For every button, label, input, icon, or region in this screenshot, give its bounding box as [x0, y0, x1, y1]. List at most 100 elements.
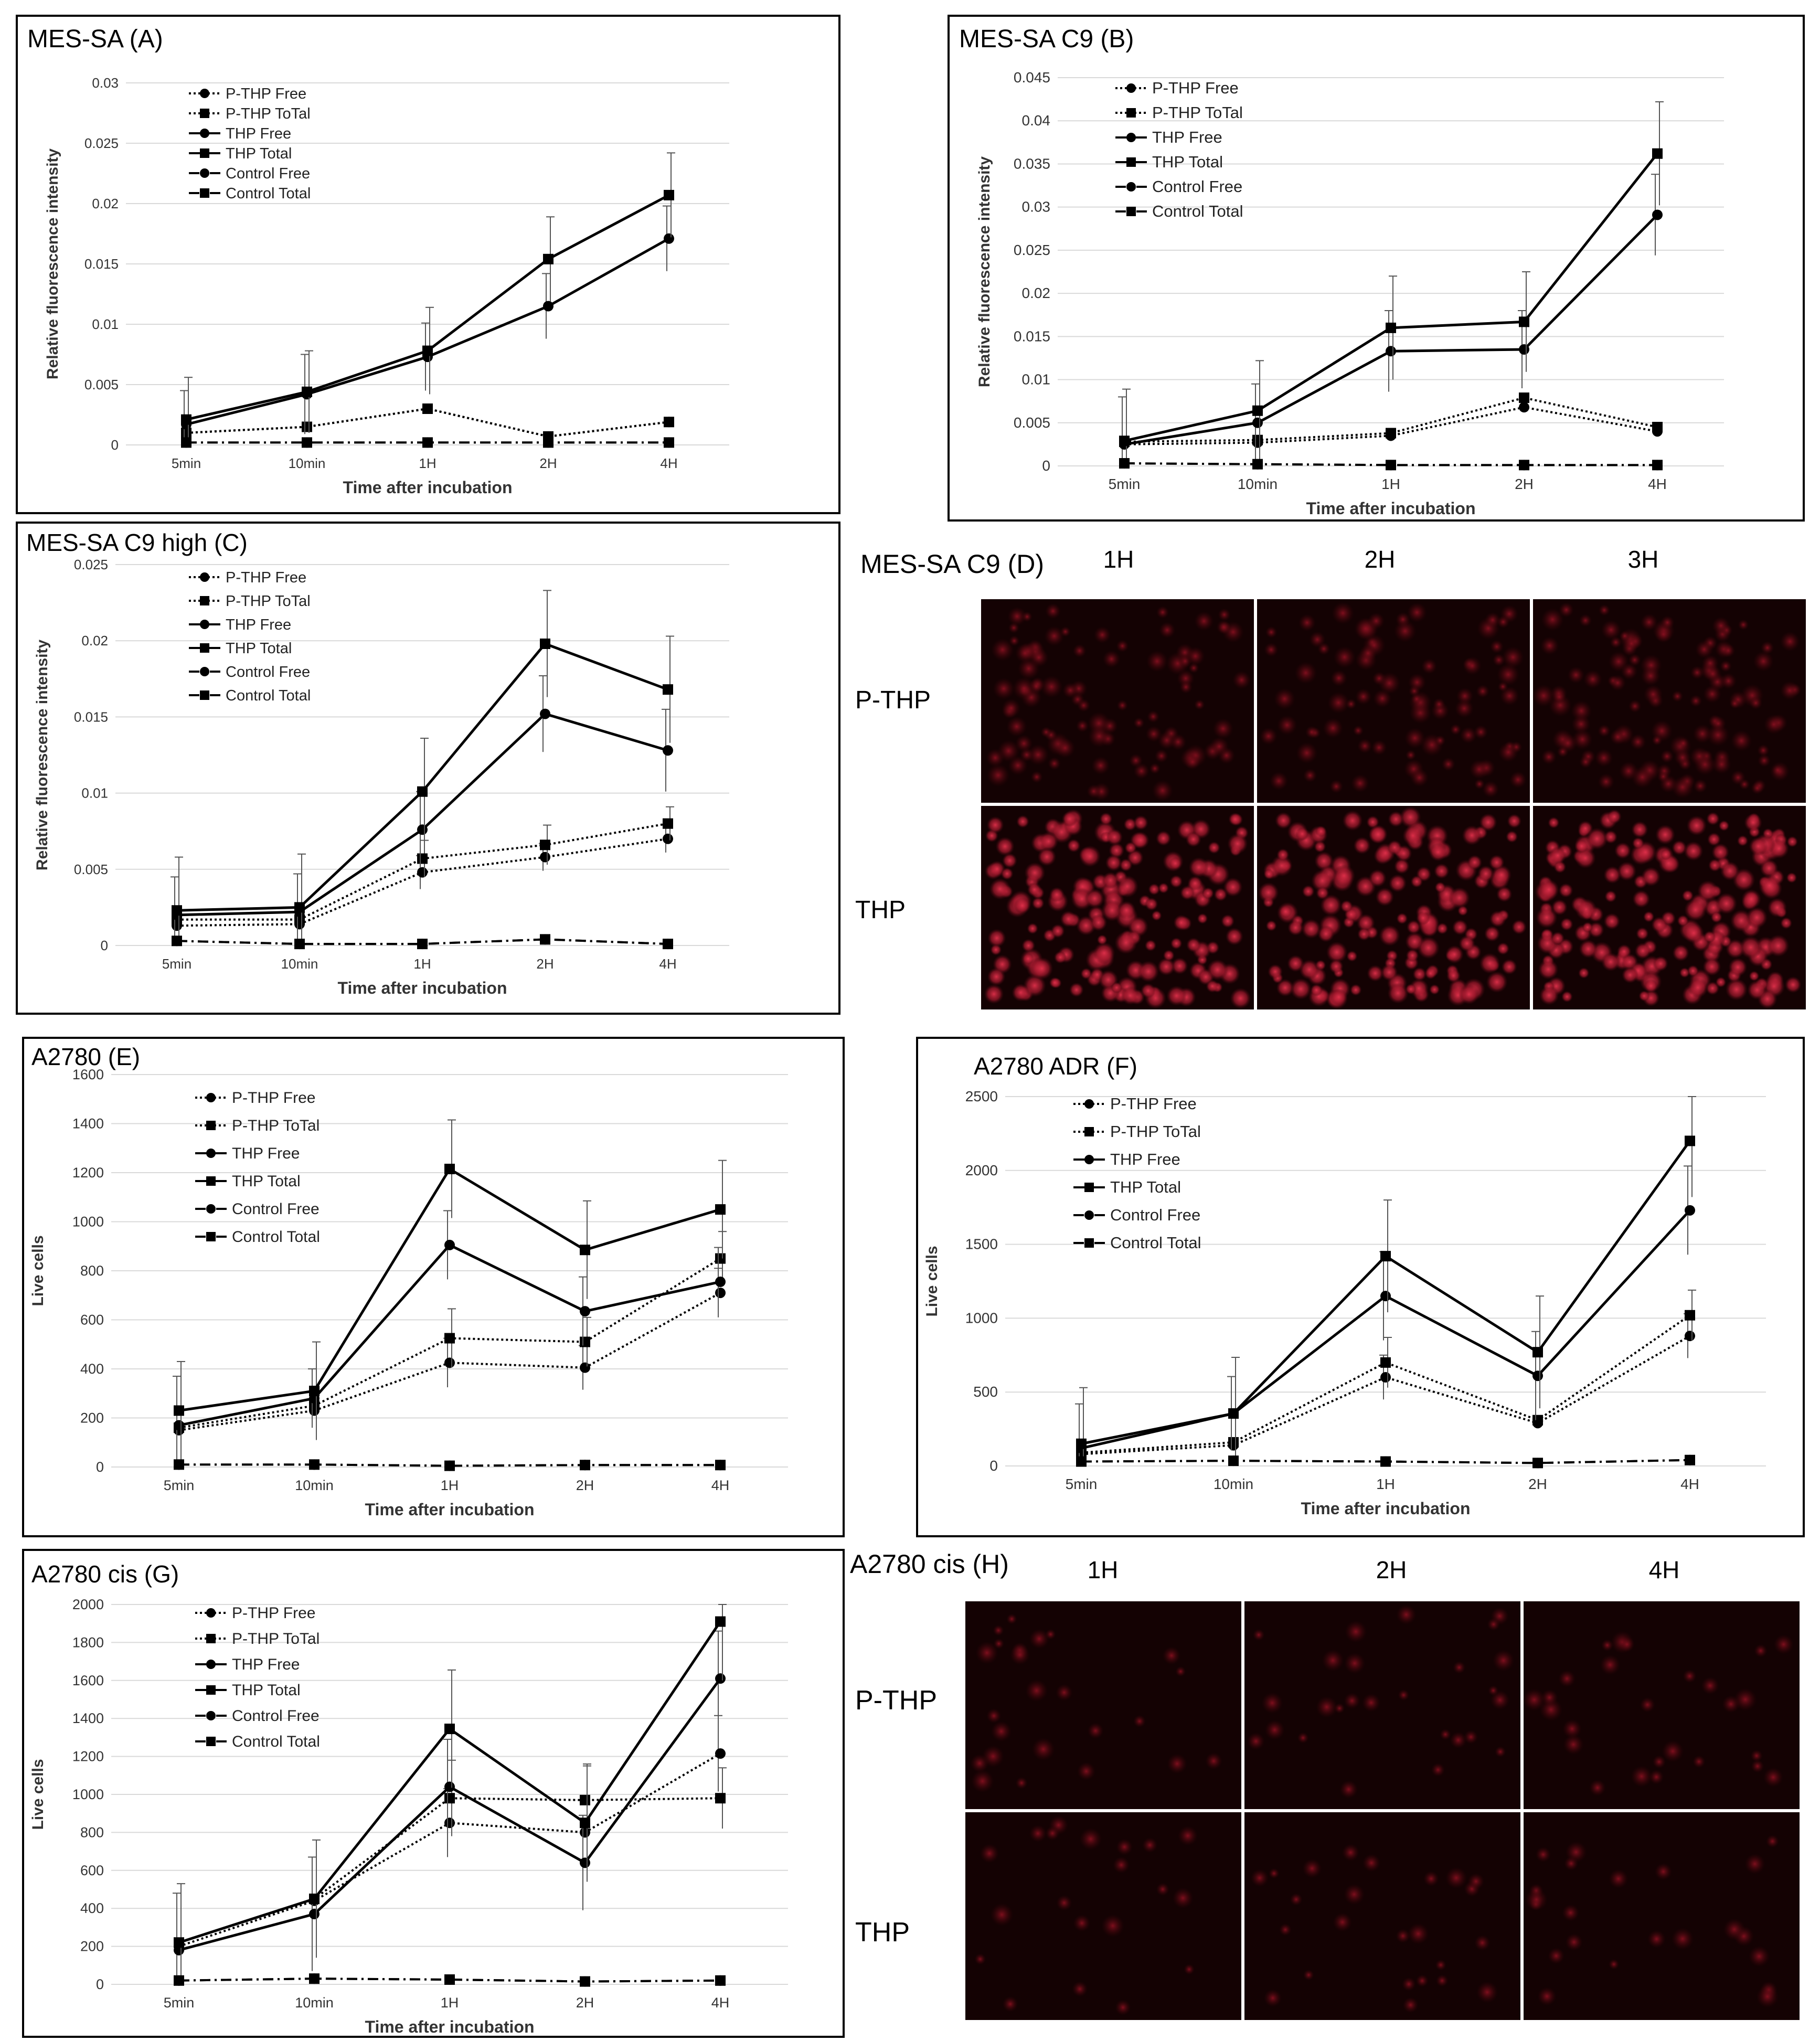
legend-label: Control Total: [1110, 1234, 1201, 1252]
y-tick-label: 1000: [965, 1310, 998, 1326]
y-tick-label: 200: [80, 1939, 104, 1954]
x-tick-label: 2H: [539, 455, 557, 471]
y-tick-label: 1200: [72, 1165, 104, 1181]
series-control-total: [174, 1973, 726, 1987]
data-point: [663, 818, 673, 829]
data-point: [540, 639, 550, 650]
y-tick-label: 0.04: [1022, 112, 1051, 129]
image-panel-h: A2780 cis (H) 1H 2H 4H P-THP THP: [850, 1543, 1815, 2041]
y-tick-label: 1000: [72, 1787, 104, 1802]
data-point: [580, 1245, 590, 1256]
data-point: [1685, 1331, 1695, 1342]
series-control-total: [1076, 1454, 1695, 1469]
x-tick-label: 10min: [281, 956, 318, 972]
micrograph-grid-h: A2780 cis (H) 1H 2H 4H P-THP THP: [850, 1549, 1800, 2020]
legend-marker: [200, 643, 209, 653]
data-point: [444, 1974, 455, 1985]
data-point: [715, 1616, 726, 1627]
x-tick-label: 4H: [1680, 1476, 1699, 1492]
data-point: [172, 936, 182, 947]
panel-b: MES-SA C9 (B) 0 0.005 0.01 0.015 0.02 0.025 0.0…: [948, 15, 1805, 522]
chart-b: MES-SA C9 (B) 0 0.005 0.01 0.015 0.02 0.025 0.0…: [948, 15, 1805, 522]
micrograph-tile: [965, 1812, 1241, 2020]
y-tick-label: 800: [80, 1263, 104, 1279]
legend-label: THP Free: [232, 1656, 300, 1673]
image-h-col-2h: 2H: [1376, 1556, 1407, 1583]
series-thp-total: [1119, 101, 1664, 466]
data-point: [1386, 346, 1396, 357]
data-point: [174, 1975, 184, 1986]
data-point: [309, 1973, 320, 1984]
data-point: [664, 417, 674, 428]
legend-label: Control Free: [1152, 177, 1242, 196]
legend-marker: [200, 572, 209, 582]
legend-marker: [200, 620, 209, 629]
legend-marker: [200, 129, 209, 138]
data-point: [715, 1975, 726, 1986]
legend-label: THP Total: [232, 1682, 301, 1699]
y-tick-label: 0.03: [92, 75, 119, 91]
micrograph-tile: [1533, 806, 1806, 1009]
micrograph-tile: [1524, 1812, 1800, 2020]
data-point: [715, 1288, 726, 1299]
x-tick-label: 5min: [164, 1995, 195, 2011]
data-point: [444, 1239, 455, 1250]
data-point: [580, 1827, 590, 1838]
y-axis-label: Live cells: [923, 1246, 941, 1316]
legend-label: Control Total: [1152, 202, 1243, 220]
y-tick-label: 0: [96, 1976, 104, 1992]
x-tick-label: 1H: [1376, 1476, 1395, 1492]
legend-marker: [1084, 1127, 1094, 1136]
y-tick-label: 1600: [72, 1673, 104, 1688]
y-axis-label: Live cells: [29, 1235, 47, 1306]
chart-c: MES-SA C9 high (C) 0 0.005 0.01 0.015 0.02 0.0…: [16, 522, 840, 1015]
image-d-col-3h: 3H: [1628, 546, 1659, 573]
x-tick-label: 5min: [164, 1477, 195, 1493]
legend-label: Control Free: [226, 664, 310, 681]
data-point: [580, 1460, 590, 1471]
legend-marker: [1126, 182, 1136, 192]
legend-label: P-THP ToTal: [232, 1630, 320, 1647]
x-tick-label: 5min: [162, 956, 191, 972]
data-point: [1228, 1455, 1239, 1466]
x-tick-label: 1H: [1381, 476, 1400, 492]
legend-marker: [206, 1608, 216, 1618]
y-tick-label: 0: [111, 437, 119, 453]
legend-marker: [1126, 108, 1136, 118]
image-d-title: MES-SA C9 (D): [860, 549, 1044, 579]
data-point: [1380, 1456, 1391, 1467]
data-point: [444, 1817, 455, 1829]
legend-label: P-THP Free: [232, 1604, 315, 1622]
x-tick-label: 4H: [711, 1995, 730, 2011]
data-point: [172, 905, 182, 916]
legend-label: THP Free: [1110, 1150, 1180, 1168]
data-point: [302, 437, 312, 448]
y-tick-label: 2000: [72, 1597, 104, 1612]
data-point: [181, 414, 191, 425]
data-point: [302, 386, 312, 397]
legend-label: Control Total: [226, 185, 311, 202]
data-point: [540, 839, 550, 851]
legend-label: Control Free: [226, 165, 310, 182]
data-point: [174, 1459, 184, 1470]
series-control-total: [1119, 458, 1663, 471]
data-point: [1252, 405, 1263, 416]
image-d-row-pthp: P-THP: [855, 686, 931, 714]
data-point: [543, 301, 554, 312]
x-tick-label: 10min: [295, 1477, 334, 1493]
x-tick-label: 4H: [660, 455, 677, 471]
series-thp-free: [171, 675, 673, 945]
y-tick-label: 0.015: [84, 256, 119, 272]
data-point: [1386, 428, 1396, 439]
chart-a: MES-SA (A) 0 0.005 0.01 0.015 0.02 0.025 0.03 5m…: [16, 15, 840, 514]
legend-label: THP Free: [1152, 128, 1222, 146]
legend-label: P-THP ToTal: [226, 105, 311, 122]
legend-label: THP Total: [226, 640, 292, 657]
x-tick-label: 4H: [659, 956, 676, 972]
micrograph-tile: [965, 1601, 1241, 1809]
data-point: [1519, 460, 1529, 471]
legend-label: P-THP ToTal: [1152, 103, 1243, 122]
data-point: [1532, 1347, 1543, 1358]
legend-marker: [1084, 1155, 1094, 1164]
micrograph-tile: [1523, 1601, 1800, 1809]
